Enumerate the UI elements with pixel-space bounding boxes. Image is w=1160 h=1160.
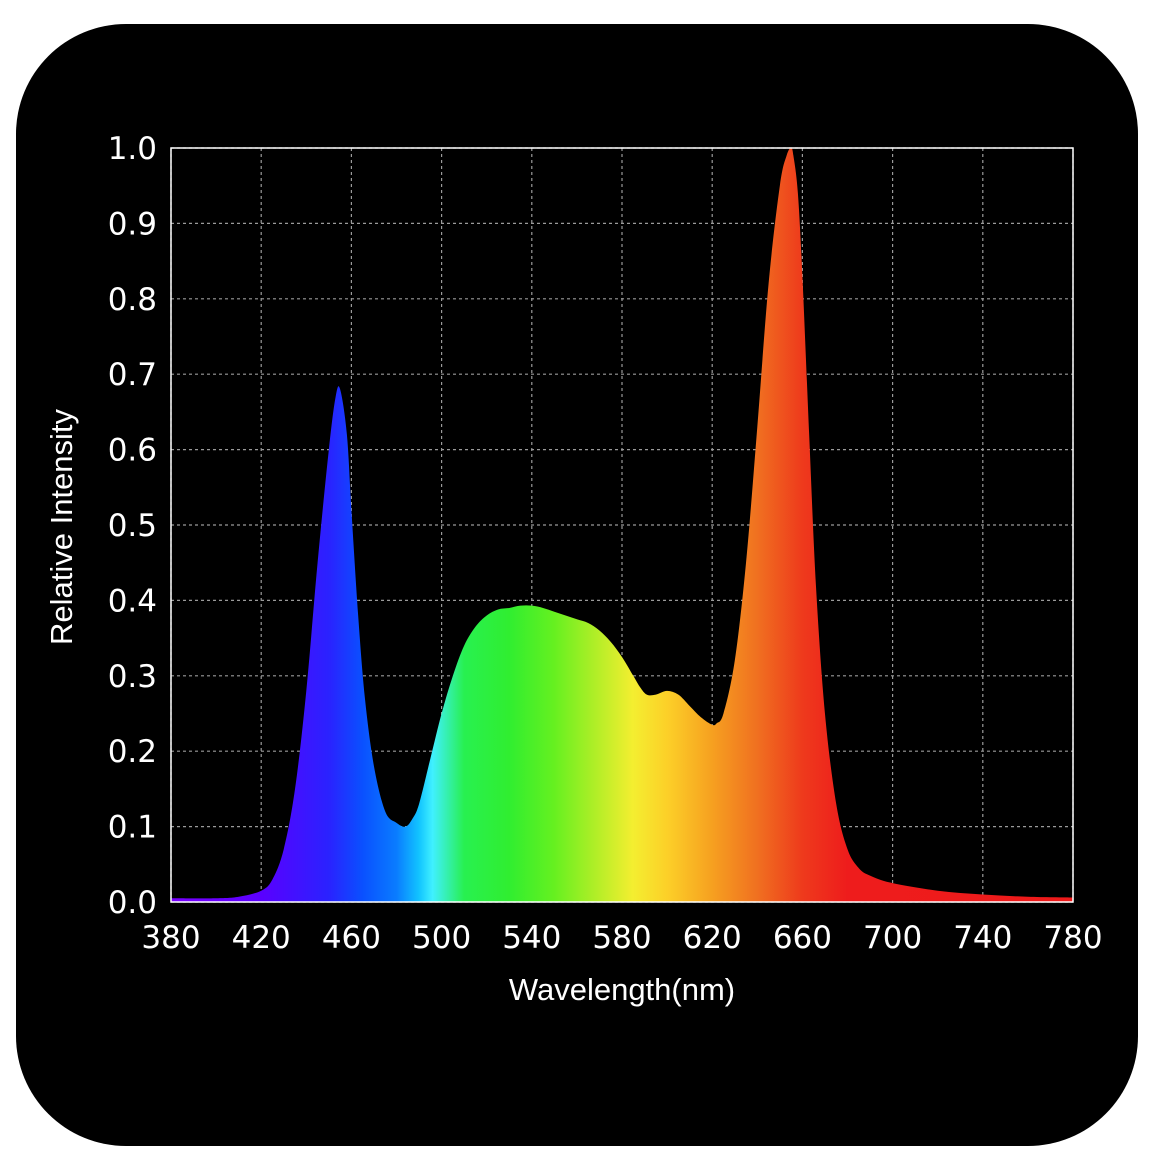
x-tick-label: 660 — [773, 920, 832, 956]
y-tick-label: 0.8 — [108, 282, 157, 318]
y-tick-label: 0.3 — [108, 659, 157, 695]
x-tick-label: 460 — [322, 920, 381, 956]
x-tick-label: 380 — [141, 920, 200, 956]
y-tick-label: 0.5 — [108, 508, 157, 544]
x-tick-label: 500 — [412, 920, 471, 956]
y-tick-label: 0.1 — [108, 810, 157, 846]
x-tick-label: 740 — [953, 920, 1012, 956]
y-tick-label: 0.0 — [108, 885, 157, 921]
y-tick-label: 0.2 — [108, 734, 157, 770]
x-tick-label: 420 — [232, 920, 291, 956]
spectrum-area — [171, 148, 1073, 902]
y-tick-label: 0.9 — [108, 206, 157, 242]
x-tick-label: 700 — [863, 920, 922, 956]
x-tick-label: 780 — [1043, 920, 1102, 956]
y-axis-label: Relative Intensity — [44, 408, 79, 645]
x-axis-label: Wavelength(nm) — [509, 972, 735, 1007]
x-tick-label: 620 — [683, 920, 742, 956]
y-tick-label: 0.4 — [108, 583, 157, 619]
x-tick-label: 580 — [592, 920, 651, 956]
y-tick-label: 1.0 — [108, 131, 157, 167]
x-tick-label: 540 — [502, 920, 561, 956]
plot-border — [170, 147, 1074, 903]
y-tick-labels: 0.0 0.1 0.2 0.3 0.4 0.5 0.6 0.7 0.8 0.9 1.0 — [108, 131, 157, 921]
chart-card — [16, 24, 1138, 1146]
x-tick-labels: 380 420 460 500 540 580 620 660 700 740 780 — [141, 920, 1102, 956]
y-tick-label: 0.7 — [108, 357, 157, 393]
spectrum-area-layer — [171, 148, 1073, 902]
y-tick-label: 0.6 — [108, 433, 157, 469]
